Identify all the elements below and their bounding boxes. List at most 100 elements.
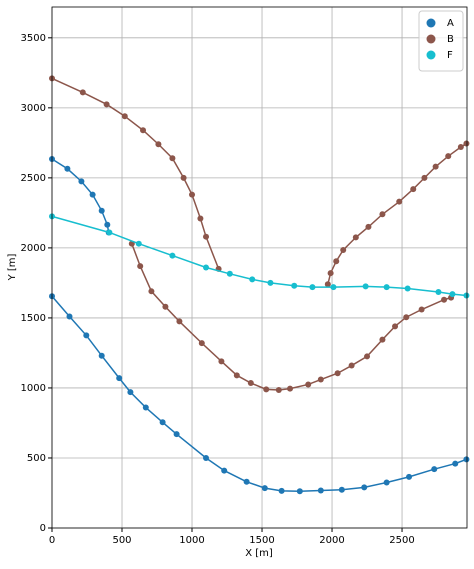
plot-frame — [51, 6, 468, 529]
y-tick-label: 500 — [27, 453, 46, 464]
point — [173, 431, 180, 438]
point — [287, 385, 294, 392]
point — [203, 264, 210, 271]
point — [79, 89, 86, 96]
point — [137, 263, 144, 270]
point — [449, 291, 456, 298]
point — [278, 487, 285, 494]
point — [66, 313, 73, 320]
point — [98, 352, 105, 359]
point — [338, 486, 345, 493]
series-line — [131, 243, 452, 391]
y-tick-label: 1000 — [21, 383, 46, 394]
point — [116, 375, 123, 382]
point — [89, 191, 96, 198]
point — [431, 466, 438, 473]
point — [203, 233, 210, 240]
point — [98, 207, 105, 214]
point — [176, 318, 183, 325]
point — [330, 284, 337, 291]
point — [418, 306, 425, 313]
point — [106, 229, 113, 236]
legend-marker — [426, 18, 436, 28]
point — [309, 284, 316, 291]
y-tick-label: 2500 — [21, 173, 46, 184]
point — [445, 153, 452, 160]
point — [379, 336, 386, 343]
point — [348, 362, 355, 369]
point — [249, 276, 256, 283]
point — [169, 155, 176, 162]
point — [333, 258, 340, 265]
legend-marker — [426, 50, 436, 60]
point — [198, 340, 205, 347]
point — [457, 144, 464, 151]
legend-label: A — [447, 18, 454, 29]
point — [361, 484, 368, 491]
point — [463, 456, 470, 463]
point — [159, 419, 166, 426]
point — [404, 285, 411, 292]
x-axis-label: X [m] — [245, 548, 273, 559]
legend-box — [418, 10, 464, 72]
series-line — [327, 142, 467, 285]
point — [340, 246, 347, 253]
point — [64, 165, 71, 172]
series-line — [51, 295, 467, 493]
point — [410, 186, 417, 193]
point — [383, 284, 390, 291]
point — [243, 478, 250, 485]
point — [421, 174, 428, 181]
point — [327, 270, 334, 277]
point — [203, 454, 210, 461]
point — [463, 140, 470, 147]
point — [83, 332, 90, 339]
point — [441, 296, 448, 303]
point — [104, 221, 111, 228]
point — [267, 279, 274, 286]
x-tick-label: 2500 — [389, 535, 414, 546]
point — [435, 289, 442, 296]
point — [352, 234, 359, 241]
point — [233, 372, 240, 379]
point — [121, 113, 128, 120]
point — [275, 387, 282, 394]
x-tick-label: 1000 — [179, 535, 204, 546]
point — [365, 223, 372, 230]
point — [261, 485, 268, 492]
point — [78, 178, 85, 185]
series-line — [51, 77, 220, 270]
legend-label: B — [447, 34, 454, 45]
y-tick-label: 0 — [40, 523, 46, 534]
point — [317, 487, 324, 494]
series-line — [51, 158, 110, 233]
x-tick-label: 2000 — [319, 535, 344, 546]
point — [452, 460, 459, 467]
point — [127, 389, 134, 396]
point — [142, 404, 149, 411]
point — [379, 211, 386, 218]
point — [180, 174, 187, 181]
point — [383, 479, 390, 486]
point — [362, 283, 369, 290]
x-tick-label: 0 — [49, 535, 55, 546]
point — [406, 473, 413, 480]
point — [140, 127, 147, 134]
point — [296, 488, 303, 495]
point — [392, 323, 399, 330]
point — [221, 467, 228, 474]
point — [218, 358, 225, 365]
point — [103, 101, 110, 108]
point — [364, 353, 371, 360]
legend-label: F — [447, 50, 453, 61]
point — [197, 215, 204, 222]
point — [189, 191, 196, 198]
x-tick-label: 500 — [112, 535, 131, 546]
series-line — [51, 215, 467, 297]
x-tick-label: 1500 — [249, 535, 274, 546]
point — [432, 163, 439, 170]
point — [169, 252, 176, 259]
point — [148, 288, 155, 295]
point — [334, 370, 341, 377]
